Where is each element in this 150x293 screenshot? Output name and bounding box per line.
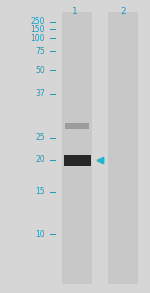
FancyBboxPatch shape: [62, 12, 92, 284]
Text: 10: 10: [35, 230, 45, 239]
Text: 20: 20: [35, 155, 45, 164]
FancyBboxPatch shape: [108, 12, 138, 284]
Text: 1: 1: [72, 7, 78, 16]
Text: 25: 25: [35, 133, 45, 142]
Text: 250: 250: [30, 18, 45, 26]
Text: 50: 50: [35, 66, 45, 75]
FancyBboxPatch shape: [65, 123, 89, 129]
Text: 37: 37: [35, 89, 45, 98]
Text: 100: 100: [30, 34, 45, 42]
FancyBboxPatch shape: [64, 155, 91, 166]
Text: 2: 2: [120, 7, 126, 16]
Text: 15: 15: [35, 188, 45, 196]
Text: 150: 150: [30, 25, 45, 34]
Text: 75: 75: [35, 47, 45, 56]
